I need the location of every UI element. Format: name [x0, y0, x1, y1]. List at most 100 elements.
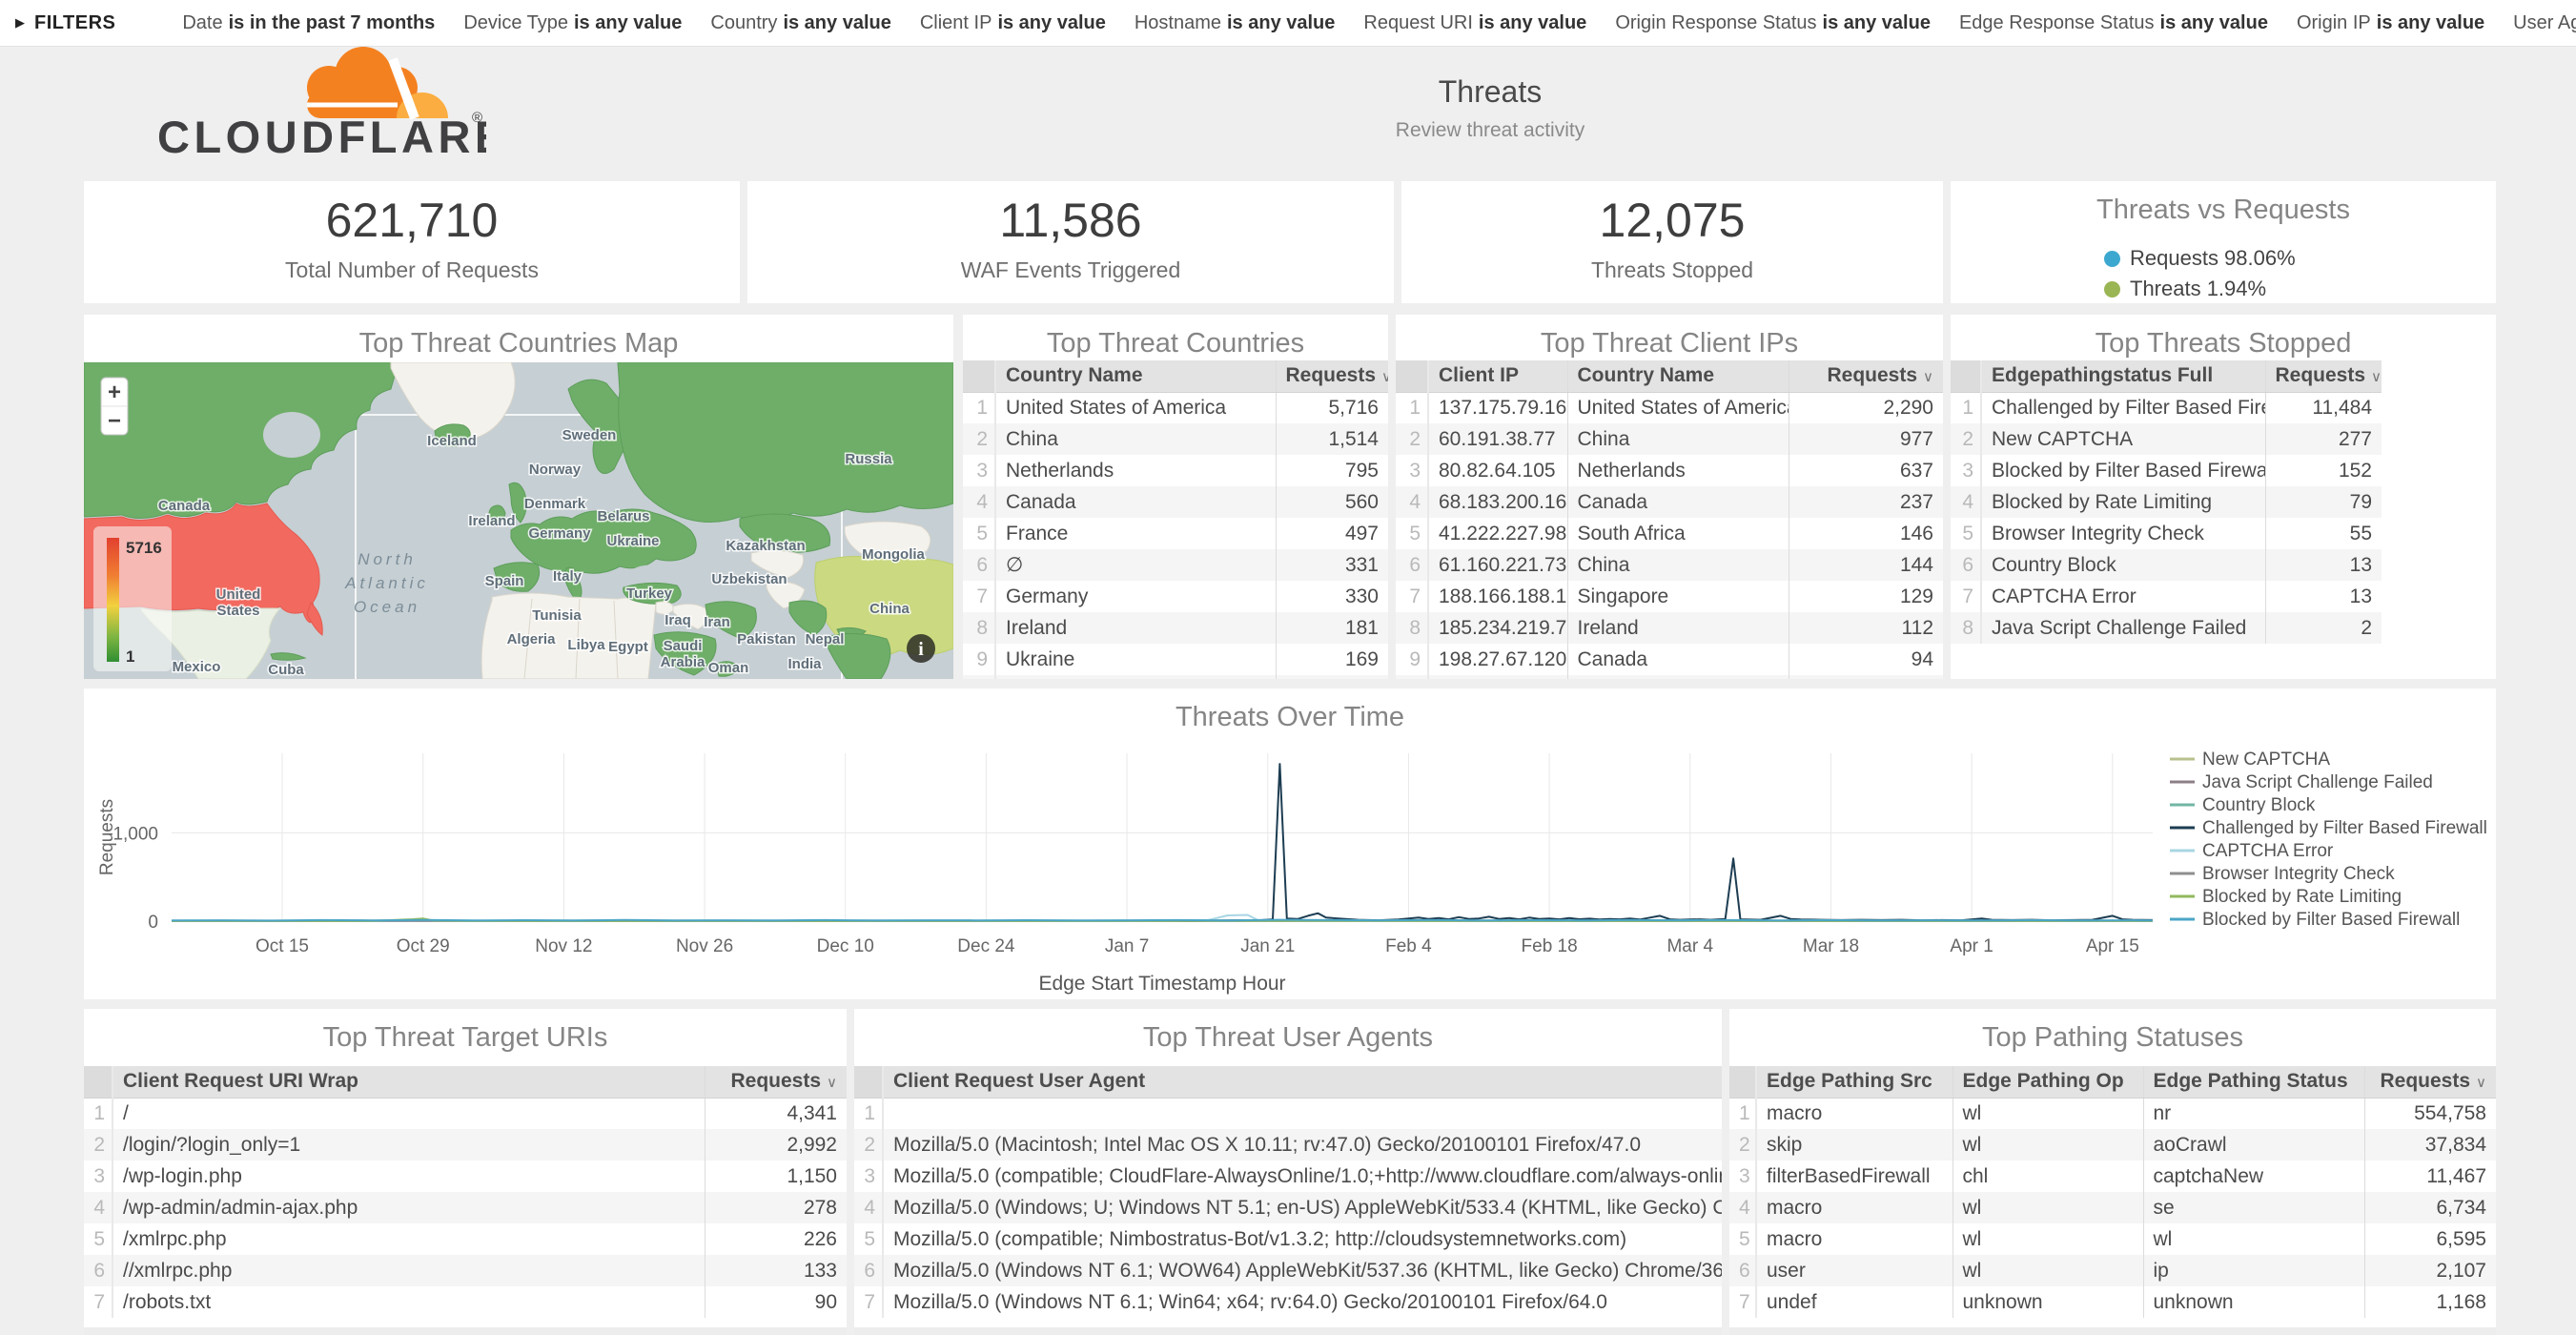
table-cell: China: [1566, 675, 1789, 679]
map-label: Germany: [528, 525, 591, 542]
table-cell: 144: [1788, 549, 1943, 581]
column-header: Edge Pathing Src: [1756, 1066, 1952, 1099]
table-cell: 133: [704, 1255, 847, 1286]
row-number: 7: [1396, 581, 1429, 612]
filter-item[interactable]: Device Type is any value: [463, 11, 683, 33]
map-label: Cuba: [268, 662, 304, 678]
legend-item[interactable]: Requests 98.06%: [2104, 246, 2342, 271]
x-tick-label: Nov 26: [676, 936, 733, 956]
table-row: 6 Country Block 13: [1951, 549, 2382, 581]
top-threats-stopped-card: Top Threats Stopped Edgepathingstatus Fu…: [1951, 315, 2496, 679]
expand-filters-icon[interactable]: ▶: [15, 15, 25, 30]
table-cell: 79: [2264, 486, 2382, 518]
table-cell: aoCrawl: [2142, 1129, 2364, 1160]
table-cell: filterBasedFirewall: [1767, 1164, 1931, 1187]
zoom-out-button[interactable]: −: [108, 408, 121, 434]
chart-legend-item[interactable]: Country Block: [2202, 795, 2316, 815]
top-threats-stopped-table: Edgepathingstatus Full Requests ∨ 1 Challeng…: [1951, 360, 2382, 644]
table-row: 7 188.166.188.152Singapore129: [1396, 581, 1943, 612]
map-label: United States: [216, 586, 261, 619]
sort-desc-icon: ∨: [2371, 369, 2382, 386]
table-row: 1: [854, 1098, 1722, 1129]
world-map[interactable]: Canada United States Mexico Cuba Iceland Norwa…: [84, 362, 953, 679]
row-number: 8: [963, 612, 996, 644]
table-row: 8 Ireland 181: [963, 612, 1388, 644]
card-title: Top Threat Countries Map: [358, 328, 679, 359]
filters-title[interactable]: FILTERS: [34, 11, 116, 33]
column-header[interactable]: Requests∨: [1788, 360, 1943, 393]
threats-vs-requests-legend: Requests 98.06% Threats 1.94%: [1951, 243, 2496, 303]
column-header[interactable]: Requests∨: [704, 1066, 847, 1099]
legend-item[interactable]: Threats 1.94%: [2104, 277, 2342, 301]
filter-item[interactable]: Country is any value: [710, 11, 891, 33]
table-cell: Netherlands: [1566, 455, 1789, 486]
table-row: 7 Germany 330: [963, 581, 1388, 612]
table-cell: 60.191.38.77: [1428, 423, 1567, 455]
table-cell: /login/?login_only=1: [112, 1129, 705, 1160]
table-row: 2 60.191.38.77 China 977: [1396, 423, 1943, 455]
chart-legend-item[interactable]: Blocked by Rate Limiting: [2202, 887, 2402, 907]
table-row: 5 41.222.227.98 South Africa 146: [1396, 518, 1943, 549]
table-cell: 185.234.219.70: [1428, 612, 1567, 644]
column-header[interactable]: Requests∨: [2264, 360, 2382, 393]
row-number: 3: [1396, 455, 1429, 486]
top-threat-client-ips-table: Client IP Country Name Requests ∨ 1 137.175.7…: [1396, 360, 1943, 679]
stat-value: 621,710: [325, 194, 499, 247]
row-number: 6: [963, 549, 996, 581]
column-header: Client IP: [1428, 360, 1567, 393]
table-row: 7 Mozilla/5.0 (Windows NT 6.1; Win64; x64…: [854, 1286, 1722, 1318]
map-info-icon[interactable]: i: [907, 634, 935, 663]
filter-item[interactable]: Client IP is any value: [919, 11, 1106, 33]
row-number: 1: [1396, 392, 1429, 423]
landmasses: [84, 362, 953, 679]
filter-item[interactable]: Date is in the past 7 months: [182, 11, 436, 33]
filter-item[interactable]: Origin Response Status is any value: [1615, 11, 1931, 33]
table-cell: South Africa: [1566, 518, 1789, 549]
table-cell: wl: [1952, 1223, 2143, 1255]
filter-item[interactable]: Hostname is any value: [1134, 11, 1336, 33]
chart-legend-item[interactable]: CAPTCHA Error: [2202, 841, 2334, 861]
table-cell: Country Block: [1981, 549, 2265, 581]
map-scale-legend: 5716 1: [93, 526, 172, 671]
scale-max: 5716: [126, 539, 162, 557]
card-title: Threats vs Requests: [2096, 195, 2350, 225]
top-threat-client-ips-card: Top Threat Client IPs Client IP Country N…: [1396, 315, 1943, 679]
table-cell: Challenged by Filter Based Firewall: [1992, 396, 2265, 419]
table-row: 3 Mozilla/5.0 (compatible; CloudFlare-Alw…: [854, 1160, 1722, 1192]
row-number: 10: [1396, 675, 1429, 679]
sort-desc-icon: ∨: [2476, 1075, 2486, 1092]
chart-legend-item[interactable]: Blocked by Filter Based Firewall: [2202, 910, 2460, 930]
map-label: India: [787, 656, 822, 672]
filter-item[interactable]: Origin IP is any value: [2296, 11, 2485, 33]
table-cell: undef: [1767, 1290, 1817, 1313]
row-number: 6: [1951, 549, 1982, 581]
card-title: Top Threat User Agents: [1142, 1022, 1434, 1053]
column-header[interactable]: Requests∨: [1275, 360, 1388, 393]
card-title: Top Threat Client IPs: [1540, 328, 1799, 359]
filter-item[interactable]: Request URI is any value: [1363, 11, 1587, 33]
column-header[interactable]: Requests∨: [2363, 1066, 2496, 1099]
filter-item[interactable]: User Agentis any value: [2513, 11, 2576, 33]
filter-item[interactable]: Edge Response Status is any value: [1958, 11, 2268, 33]
table-cell: wl: [2142, 1223, 2364, 1255]
zoom-in-button[interactable]: +: [108, 380, 121, 405]
table-row: 3/wp-login.php 1,150: [84, 1160, 847, 1192]
row-number: 3: [1951, 455, 1982, 486]
chart-legend-item[interactable]: Java Script Challenge Failed: [2202, 772, 2433, 792]
table-cell: China: [1566, 423, 1789, 455]
chart-legend-item[interactable]: Browser Integrity Check: [2202, 864, 2395, 884]
threats-over-time-chart[interactable]: Oct 15 Oct 29 Nov 12 Nov 26 Dec 10 Dec 24 Jan …: [84, 736, 2496, 999]
table-cell: Ukraine: [1006, 647, 1075, 670]
row-number: 4: [1951, 486, 1982, 518]
table-cell: 94: [1788, 644, 1943, 675]
filter-bar: ▶ FILTERS Date is in the past 7 months Dev…: [0, 0, 2576, 47]
table-cell: 554,758: [2363, 1098, 2496, 1129]
chart-legend-item[interactable]: Challenged by Filter Based Firewall: [2202, 818, 2487, 838]
series-line: [171, 918, 2154, 922]
chart-legend-item[interactable]: New CAPTCHA: [2202, 750, 2330, 770]
table-cell: //xmlrpc.php: [112, 1255, 705, 1286]
table-cell: captchaNew: [2142, 1160, 2364, 1192]
x-tick-label: Dec 10: [817, 936, 874, 956]
row-number: 5: [84, 1223, 113, 1255]
row-number-header: [963, 360, 996, 393]
